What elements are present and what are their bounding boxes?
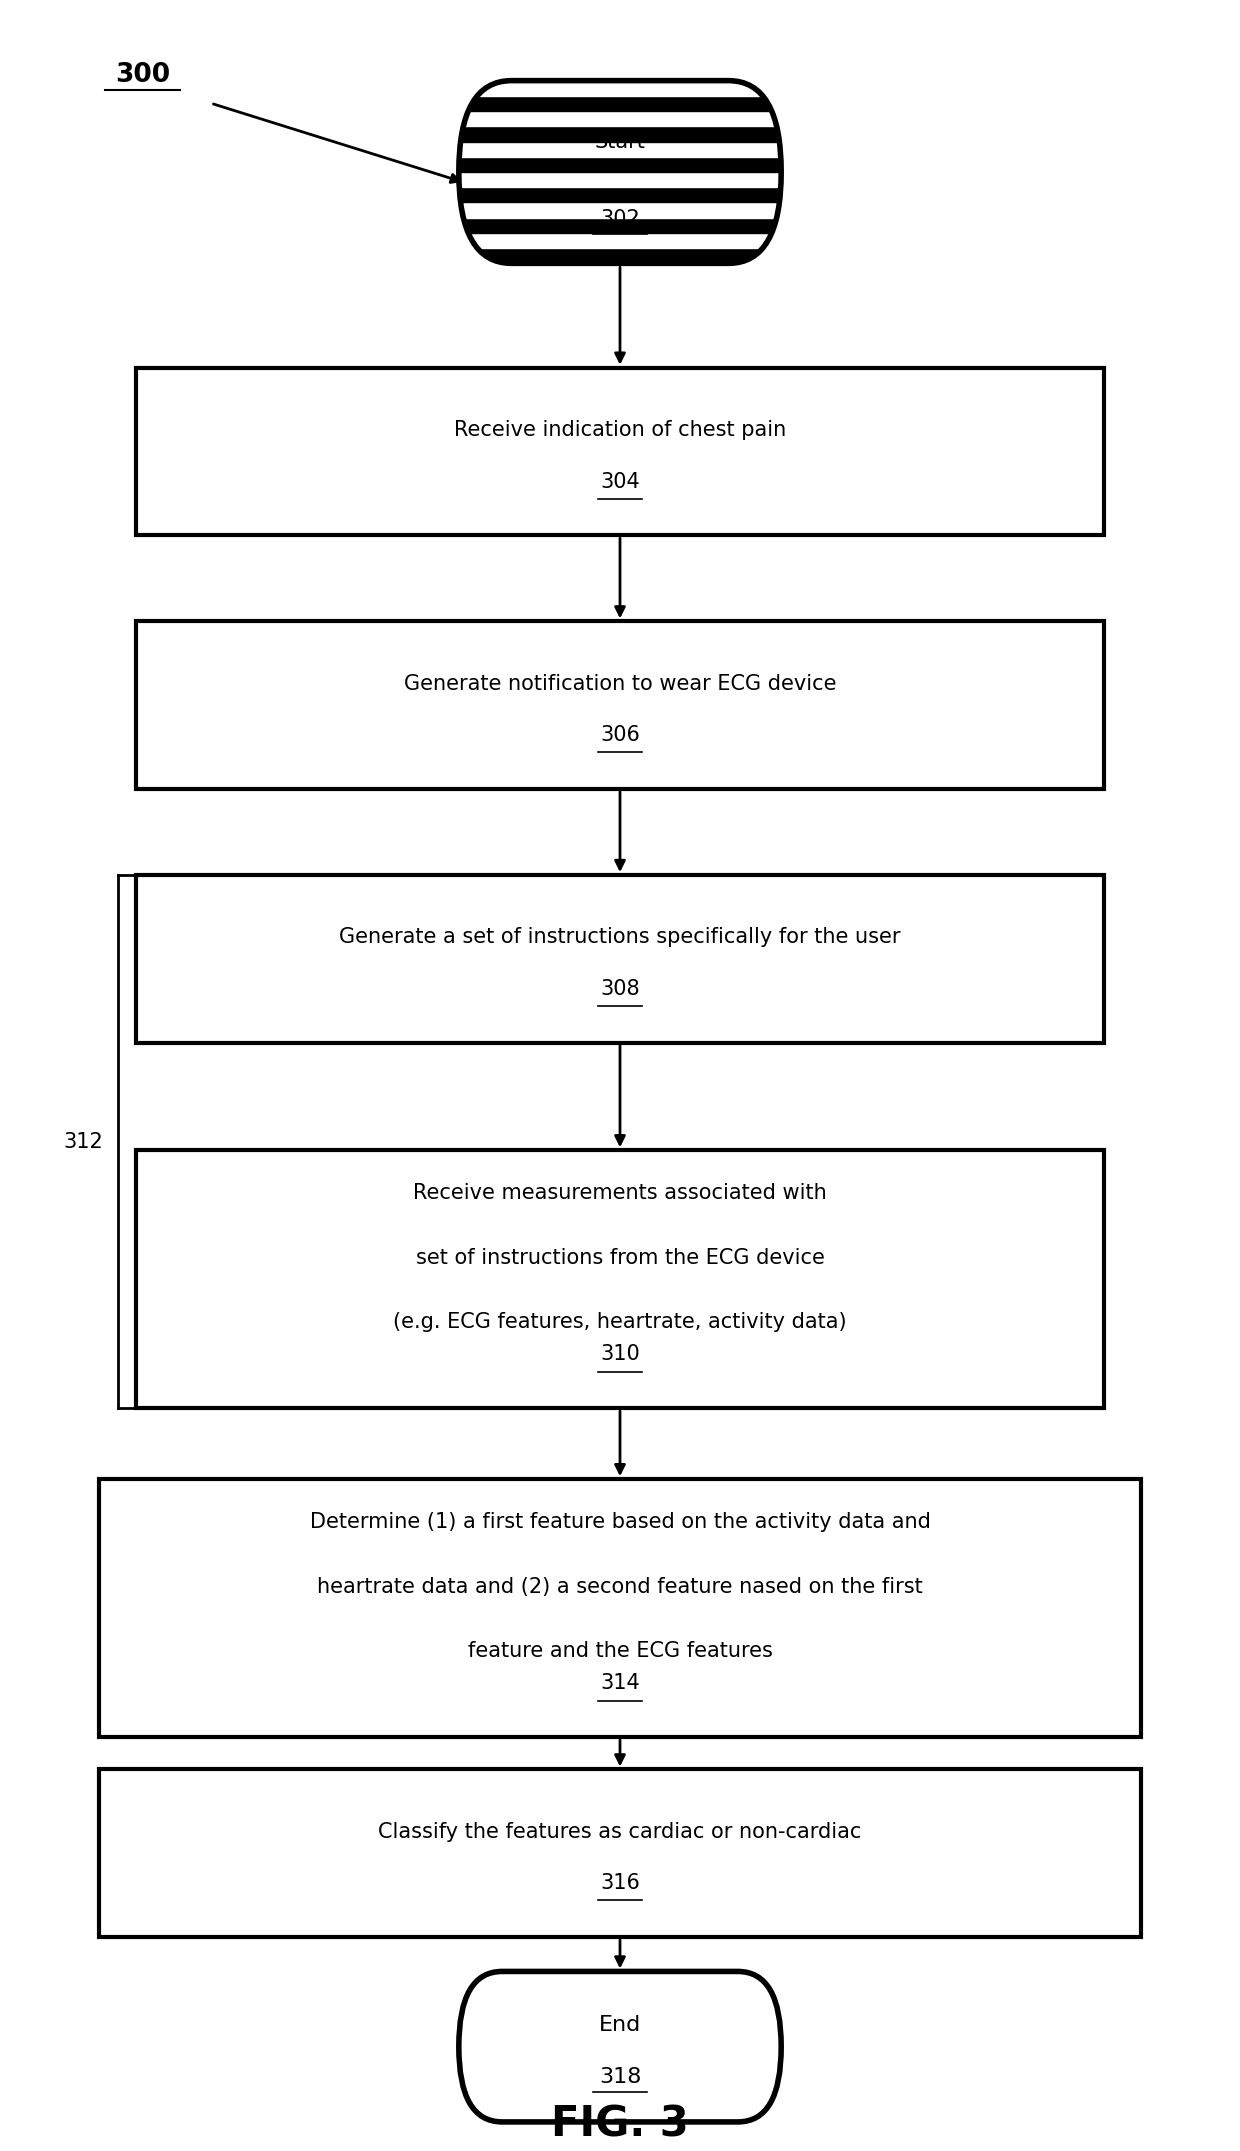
Bar [459,142,781,157]
Text: 316: 316 [600,1874,640,1893]
FancyBboxPatch shape [136,622,1104,789]
Text: Receive measurements associated with: Receive measurements associated with [413,1183,827,1202]
FancyBboxPatch shape [459,1972,781,2121]
Text: End: End [599,2015,641,2035]
Text: Start: Start [594,131,646,153]
FancyBboxPatch shape [99,1480,1141,1738]
Bar [459,97,781,112]
FancyBboxPatch shape [136,1151,1104,1409]
Text: Classify the features as cardiac or non-cardiac: Classify the features as cardiac or non-… [378,1822,862,1841]
Text: 302: 302 [600,209,640,230]
Text: Generate a set of instructions specifically for the user: Generate a set of instructions specifica… [340,927,900,946]
FancyBboxPatch shape [99,1770,1141,1938]
Bar [459,157,781,172]
Text: FIG. 3: FIG. 3 [551,2104,689,2145]
Bar [459,112,781,127]
Text: Generate notification to wear ECG device: Generate notification to wear ECG device [404,673,836,693]
Bar [459,172,781,187]
FancyBboxPatch shape [136,368,1104,536]
Text: (e.g. ECG features, heartrate, activity data): (e.g. ECG features, heartrate, activity … [393,1312,847,1331]
Bar [459,217,781,232]
FancyBboxPatch shape [136,875,1104,1043]
Bar [459,232,781,247]
Text: 310: 310 [600,1344,640,1364]
Bar [459,127,781,142]
Text: 312: 312 [63,1131,103,1151]
Text: Receive indication of chest pain: Receive indication of chest pain [454,419,786,441]
Text: 314: 314 [600,1673,640,1693]
Text: 304: 304 [600,471,640,493]
Text: 308: 308 [600,979,640,998]
Text: 300: 300 [115,62,170,88]
Text: heartrate data and (2) a second feature nased on the first: heartrate data and (2) a second feature … [317,1577,923,1596]
Text: set of instructions from the ECG device: set of instructions from the ECG device [415,1248,825,1267]
Text: 306: 306 [600,725,640,744]
Text: feature and the ECG features: feature and the ECG features [467,1641,773,1661]
Text: Determine (1) a first feature based on the activity data and: Determine (1) a first feature based on t… [310,1512,930,1532]
Text: 318: 318 [599,2067,641,2086]
Bar [459,187,781,202]
Bar [459,80,781,97]
Bar [459,202,781,217]
FancyBboxPatch shape [459,80,781,262]
Bar [459,247,781,262]
